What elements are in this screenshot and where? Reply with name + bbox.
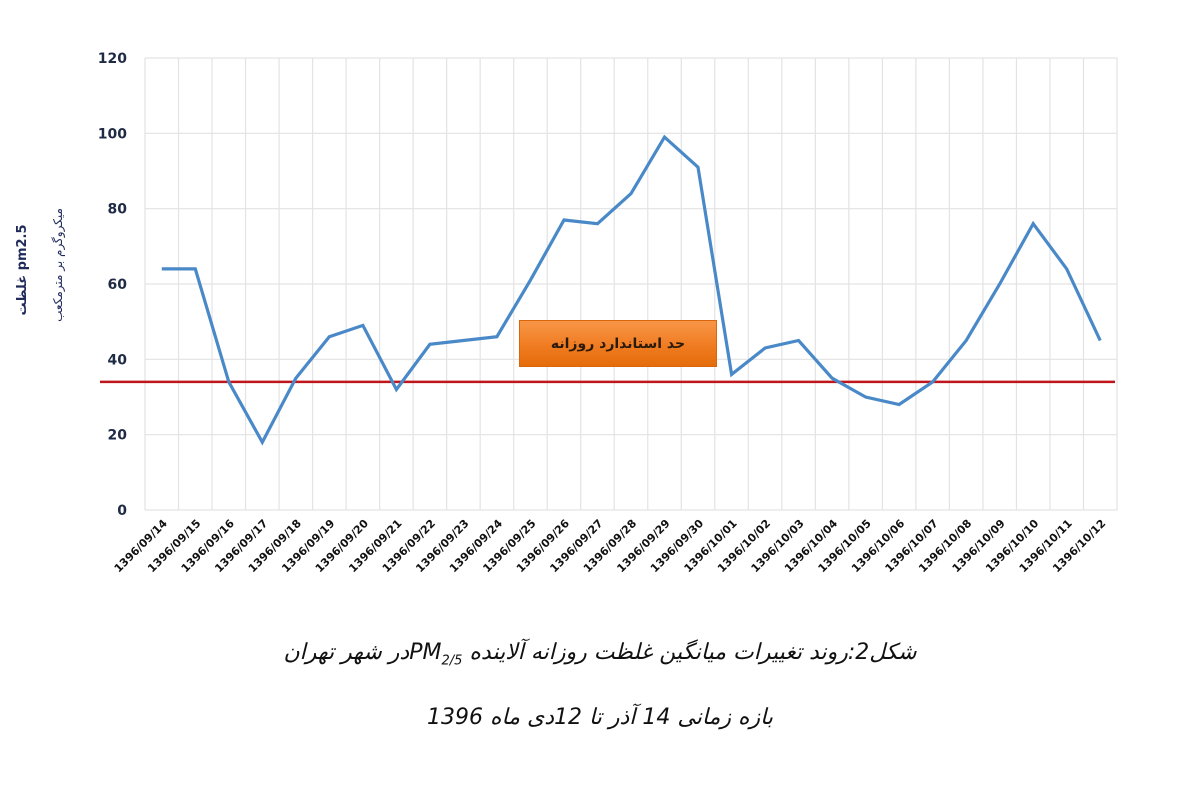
standard-limit-annotation-text: حد استاندارد روزانه (550, 335, 686, 352)
y-tick-label: 40 (108, 352, 128, 368)
y-axis-title: غلظت pm2.5 (15, 224, 30, 315)
y-axis-units: میکروگرم بر مترمکعب (51, 208, 66, 322)
y-tick-label: 60 (108, 277, 128, 293)
y-tick-label: 120 (98, 51, 127, 67)
standard-limit-annotation: حد استاندارد روزانه (519, 320, 717, 367)
caption-suffix: در شهر تهران (283, 640, 410, 665)
y-tick-label: 20 (108, 428, 128, 444)
x-axis-ticks: 1396/09/141396/09/151396/09/161396/09/17… (112, 517, 1109, 575)
y-tick-label: 100 (98, 126, 127, 142)
caption-pm-subscript: 2/5 (441, 653, 463, 669)
caption-date-range-text: بازه زمانی 14 آذر تا 12دی ماه 1396 (427, 705, 773, 730)
figure-caption-date-range: بازه زمانی 14 آذر تا 12دی ماه 1396 (0, 705, 1200, 730)
y-axis-units-label: میکروگرم بر مترمکعب (51, 208, 66, 322)
grid-lines (144, 57, 1118, 511)
y-tick-label: 0 (117, 503, 127, 519)
pm25-series-line (161, 134, 1102, 446)
data-series (161, 134, 1102, 446)
y-axis-ticks: 0 20 40 60 80 100 120 (98, 51, 127, 519)
figure-caption-title: شکل2:روند تغییرات میانگین غلظت روزانه آل… (0, 640, 1200, 668)
caption-pm-text: PM (409, 640, 442, 665)
caption-prefix: شکل2:روند تغییرات میانگین غلظت روزانه آل… (462, 640, 917, 665)
y-tick-label: 80 (108, 202, 128, 218)
caption-pm-symbol: PM2/5 (409, 640, 463, 669)
y-axis-label: غلظت pm2.5 (15, 224, 30, 315)
